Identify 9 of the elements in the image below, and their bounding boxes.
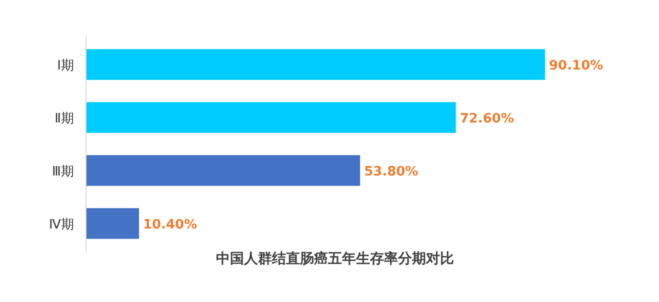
data-label: 90.10% — [549, 58, 604, 74]
y-tick-label: Ⅳ期 — [49, 218, 74, 232]
y-tick-label: Ⅱ期 — [54, 112, 74, 126]
text: 中国人群结直肠癌五年生存率分期对比 — [216, 250, 454, 267]
y-tick-label: Ⅲ期 — [52, 164, 74, 180]
data-label: 72.60% — [460, 112, 514, 126]
data-label: 10.40% — [142, 218, 198, 232]
data-label: 53.80% — [364, 164, 418, 180]
y-tick-label: Ⅰ期 — [57, 58, 74, 74]
